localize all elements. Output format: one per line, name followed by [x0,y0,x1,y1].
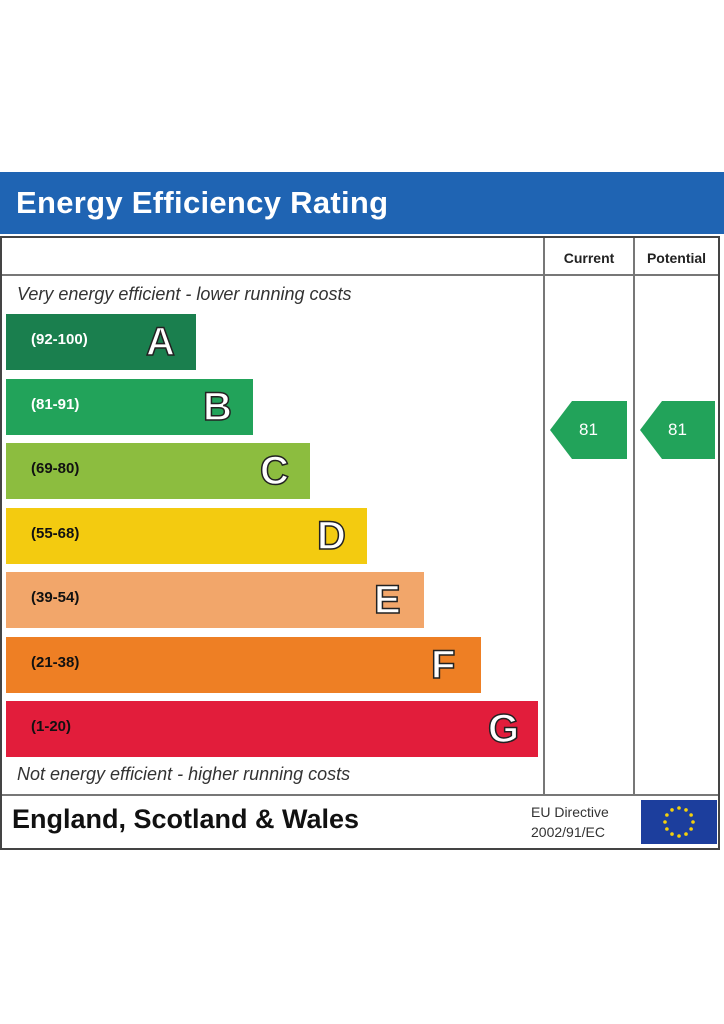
directive-line-1: EU Directive [531,804,609,820]
footer-divider [2,794,718,796]
potential-rating-arrow: 81 [640,400,715,459]
band-b: (81-91) B [6,378,253,435]
current-column-divider [543,238,545,794]
band-a: (92-100) A [6,314,196,370]
band-d: (55-68) D [6,507,367,564]
eu-directive: EU Directive 2002/91/EC [531,802,609,842]
band-range-e: (39-54) [31,589,80,606]
band-e: (39-54) E [6,572,424,628]
potential-column-divider [633,238,635,794]
current-column-header: Current [563,250,615,266]
band-letter-a: A [145,319,175,365]
region-label: England, Scotland & Wales [12,804,360,834]
current-rating-value: 81 [579,419,598,439]
band-range-a: (92-100) [31,331,88,348]
band-letter-b: B [202,384,232,430]
rating-table: Current Potential Very energy efficient … [0,236,720,850]
potential-rating-value: 81 [668,419,687,439]
band-range-g: (1-20) [31,718,72,735]
band-range-d: (55-68) [31,524,80,542]
bottom-note: Not energy efficient - higher running co… [17,764,351,784]
energy-efficiency-chart: Energy Efficiency Rating Current Potenti… [0,172,724,852]
potential-column-header: Potential [646,250,707,266]
band-letter-c: C [259,448,289,494]
band-letter-e: E [373,577,401,623]
band-g: (1-20) G [6,701,538,757]
directive-line-2: 2002/91/EC [531,824,605,840]
band-c: (69-80) C [6,443,310,499]
top-note: Very energy efficient - lower running co… [17,284,352,304]
band-letter-g: G [487,706,520,752]
band-f: (21-38) F [6,636,481,693]
band-letter-d: D [316,513,346,559]
title-bar: Energy Efficiency Rating [0,172,724,234]
band-range-b: (81-91) [31,395,80,413]
eu-flag-icon [641,800,717,844]
band-range-f: (21-38) [31,653,80,671]
current-rating-arrow: 81 [550,400,627,459]
chart-title: Energy Efficiency Rating [16,185,389,220]
band-range-c: (69-80) [31,460,80,477]
band-letter-f: F [430,642,456,688]
header-divider [2,274,718,276]
